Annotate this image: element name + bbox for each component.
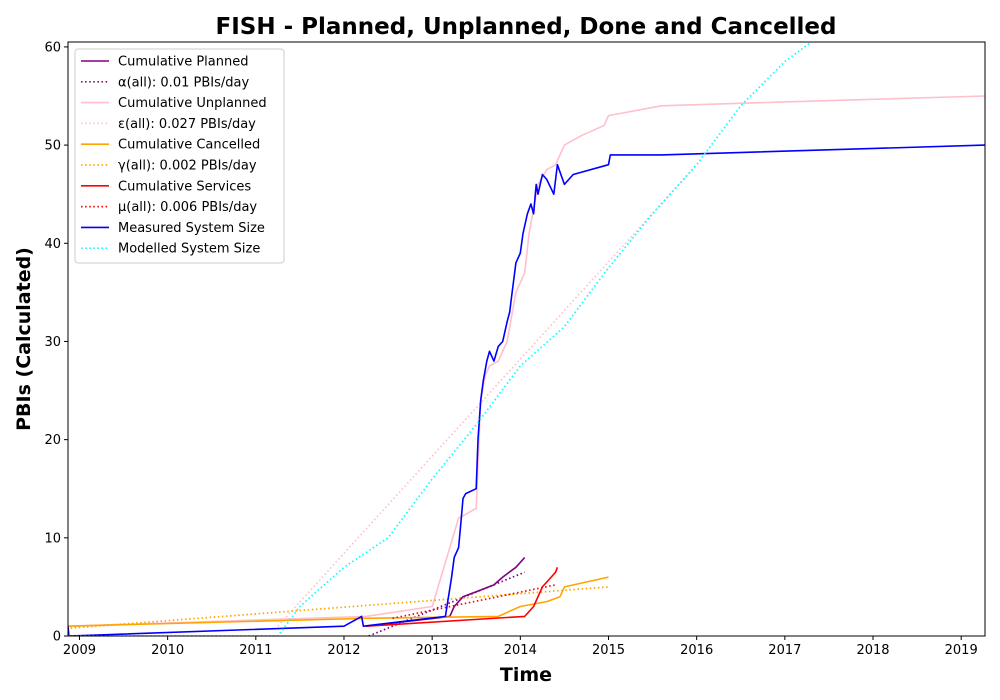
legend-label: γ(all): 0.002 PBIs/day [118,159,257,174]
x-tick-label: 2016 [680,643,713,658]
legend-label: Cumulative Unplanned [118,96,267,111]
legend-label: Cumulative Planned [118,55,248,70]
y-tick-label: 50 [44,139,61,154]
series-line-all-0-01-pbis-day [368,571,526,636]
y-axis: 0 10 20 30 40 50 60 [44,40,68,645]
x-tick-label: 2014 [504,643,537,658]
y-axis-label: PBIs (Calculated) [13,247,35,431]
legend-label: μ(all): 0.006 PBIs/day [118,200,257,215]
series-line-cumulative-cancelled [68,576,609,627]
x-tick-label: 2018 [856,643,889,658]
series-line-all-0-002-pbis-day [70,586,609,629]
legend-label: Modelled System Size [118,242,260,257]
x-tick-label: 2009 [63,643,96,658]
x-tick-label: 2013 [416,643,449,658]
x-axis-label: Time [500,664,552,686]
y-tick-label: 20 [44,433,61,448]
legend-label: ε(all): 0.027 PBIs/day [118,117,256,132]
legend-label: α(all): 0.01 PBIs/day [118,75,249,90]
legend-label: Cumulative Services [118,179,251,194]
legend-label: Cumulative Cancelled [118,138,260,153]
plot-area-frame [67,41,986,637]
y-tick-label: 40 [44,237,61,252]
series-line-measured-system-size [68,144,985,636]
x-tick-label: 2015 [592,643,625,658]
x-tick-label: 2010 [151,643,184,658]
y-tick-label: 30 [44,335,61,350]
legend-label: Measured System Size [118,221,265,236]
x-tick-label: 2012 [327,643,360,658]
x-axis: 2009 2010 2011 2012 2013 2014 2015 2016 2017 2018… [63,636,978,658]
legend-box [74,48,285,264]
series-line-all-0-006-pbis-day [392,584,556,620]
legend: Cumulative Planned α(all): 0.01 PBIs/day C… [74,48,285,264]
chart-title: FISH - Planned, Unplanned, Done and Canc… [215,14,836,40]
series-line-cumulative-unplanned [68,95,985,627]
x-tick-label: 2017 [768,643,801,658]
y-tick-label: 10 [44,531,61,546]
y-tick-label: 0 [53,630,61,645]
x-tick-label: 2019 [945,643,978,658]
x-tick-label: 2011 [239,643,272,658]
y-tick-label: 60 [44,40,61,55]
series-line-all-0-027-pbis-day [277,164,698,627]
